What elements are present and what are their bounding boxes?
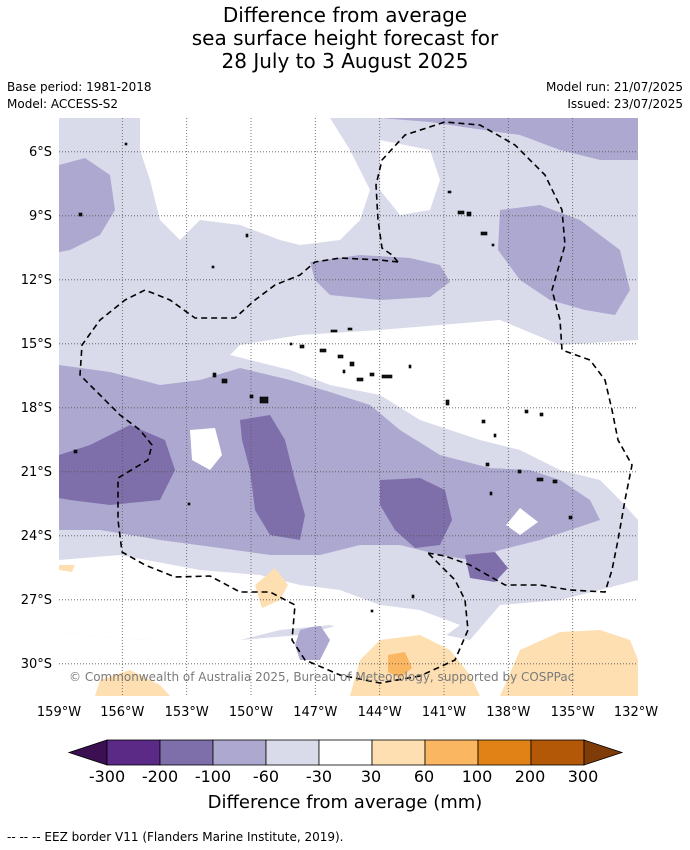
positive-band-light-5 (59, 565, 75, 572)
colorbar-swatch (371, 739, 426, 766)
colorbar-label: 30 (361, 767, 381, 786)
colorbar-label: -30 (306, 767, 332, 786)
meta-left: Base period: 1981-2018 Model: ACCESS-S2 (7, 79, 152, 113)
neutral-pocket-2 (380, 140, 440, 215)
positive-band-mid (388, 652, 412, 678)
neutral-patch-2 (506, 508, 538, 535)
colorbar-labels: -300 -200 -100 -60 -30 30 60 100 200 300 (89, 767, 598, 786)
colorbar-title: Difference from average (mm) (207, 792, 483, 813)
title-line-2: sea surface height forecast for (191, 26, 499, 50)
colorbar-label: -100 (195, 767, 231, 786)
colorbar (67, 739, 624, 766)
colorbar-label: 60 (414, 767, 434, 786)
meta-right: Model run: 21/07/2025 Issued: 23/07/2025 (546, 79, 683, 113)
lat-tick: 30°S (21, 657, 52, 672)
lat-tick: 24°S (21, 529, 52, 544)
anomaly-band-mid-4 (59, 158, 115, 252)
lon-axis: 159°W 156°W 153°W 150°W 147°W 144°W 141°… (37, 705, 658, 720)
lat-axis: 6°S 9°S 12°S 15°S 18°S 21°S 24°S 27°S 30… (21, 145, 52, 672)
colorbar-swatch (318, 739, 373, 766)
anomaly-band-mid-2 (380, 118, 638, 160)
lat-tick: 9°S (29, 209, 52, 224)
lon-tick: 156°W (100, 705, 144, 720)
neutral-patch-1 (190, 428, 222, 470)
lat-tick: 15°S (21, 337, 52, 352)
colorbar-swatch (424, 739, 479, 766)
colorbar-label: -200 (142, 767, 178, 786)
lon-tick: 135°W (551, 705, 595, 720)
anomaly-band-dark-1 (59, 425, 175, 505)
anomaly-band-mid-6 (295, 625, 330, 660)
issued-date: Issued: 23/07/2025 (567, 97, 683, 111)
model-name: Model: ACCESS-S2 (7, 97, 119, 111)
lon-tick: 153°W (165, 705, 209, 720)
colorbar-extend-high (583, 739, 624, 766)
positive-band-light-1 (350, 635, 480, 696)
lon-tick: 147°W (293, 705, 337, 720)
anomaly-band-mid-1 (59, 365, 600, 560)
colorbar-swatch (477, 739, 532, 766)
lat-tick: 21°S (21, 465, 52, 480)
lat-tick: 12°S (21, 273, 52, 288)
eez-legend-note: -- -- -- EEZ border V11 (Flanders Marine… (7, 830, 344, 844)
colorbar-label: 100 (462, 767, 493, 786)
colorbar-label: -60 (253, 767, 279, 786)
map-title: Difference from average sea surface heig… (0, 4, 690, 73)
anomaly-band-dark-4 (465, 552, 508, 582)
colorbar-label: 200 (515, 767, 546, 786)
lon-tick: 150°W (229, 705, 273, 720)
anomaly-band-dark-2 (240, 415, 305, 540)
neutral-pocket-1 (140, 118, 370, 245)
title-line-1: Difference from average (222, 3, 468, 27)
copyright-text: © Commonwealth of Australia 2025, Bureau… (69, 670, 574, 684)
lon-tick: 159°W (37, 705, 81, 720)
model-run: Model run: 21/07/2025 (545, 80, 683, 94)
colorbar-label: -300 (89, 767, 125, 786)
title-line-3: 28 July to 3 August 2025 (221, 49, 469, 73)
lon-tick: 132°W (614, 705, 658, 720)
islands (73, 142, 573, 613)
positive-band-light-4 (255, 568, 288, 608)
lon-tick: 144°W (358, 705, 402, 720)
colorbar-swatch (212, 739, 267, 766)
colorbar-swatch (530, 739, 585, 766)
colorbar-label: 300 (568, 767, 599, 786)
colorbar-swatch (159, 739, 214, 766)
lon-tick: 141°W (422, 705, 466, 720)
positive-band-light-2 (500, 630, 638, 696)
colorbar-extend-low (67, 739, 108, 766)
lat-tick: 27°S (21, 593, 52, 608)
map-fill (59, 118, 638, 696)
colorbar-swatch (265, 739, 320, 766)
lon-tick: 138°W (486, 705, 530, 720)
graticule (59, 118, 638, 696)
base-period: Base period: 1981-2018 (7, 80, 152, 94)
positive-band-light-3 (95, 670, 170, 696)
eez-border (79, 121, 633, 684)
anomaly-band-mid-3 (498, 205, 630, 315)
lat-tick: 18°S (21, 401, 52, 416)
lat-tick: 6°S (29, 145, 52, 160)
colorbar-swatch (106, 739, 161, 766)
anomaly-band-dark-3 (380, 478, 452, 548)
